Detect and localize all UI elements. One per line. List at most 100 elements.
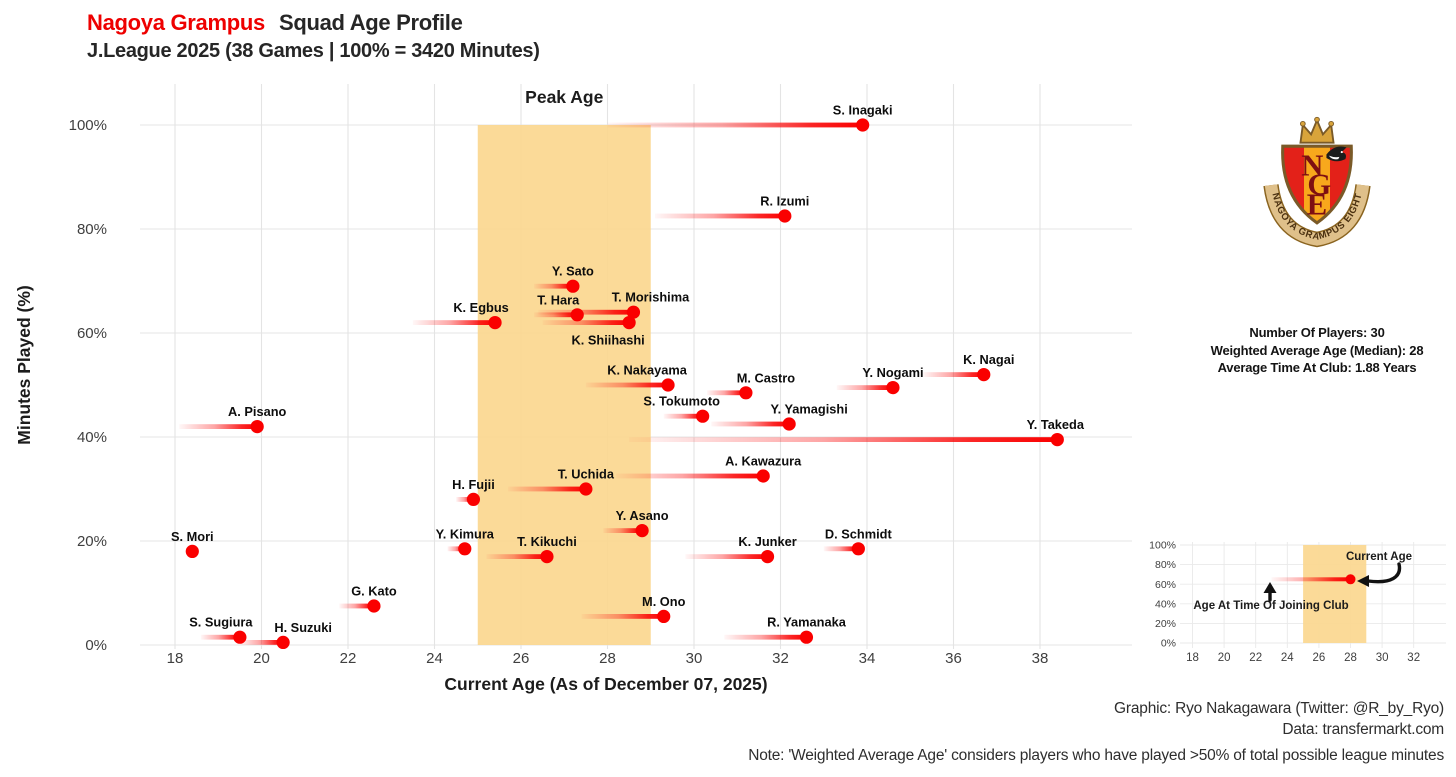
player-dot bbox=[233, 630, 247, 644]
inset-y-tick-label: 20% bbox=[1155, 618, 1176, 630]
player-label: A. Kawazura bbox=[725, 454, 802, 469]
player-trail bbox=[655, 213, 785, 219]
y-tick-label: 80% bbox=[77, 221, 107, 238]
inset-y-tick-label: 60% bbox=[1155, 579, 1176, 591]
player-dot bbox=[856, 118, 870, 132]
player-dot bbox=[367, 599, 381, 613]
player-label: T. Uchida bbox=[558, 467, 615, 482]
player-trail bbox=[447, 546, 465, 552]
caption-graphic-credit: Graphic: Ryo Nakagawara (Twitter: @R_by_… bbox=[1114, 700, 1444, 717]
inset-y-tick-label: 80% bbox=[1155, 559, 1176, 571]
player-label: D. Schmidt bbox=[825, 526, 893, 541]
squad-stats: Number Of Players: 30 Weighted Average A… bbox=[1150, 324, 1456, 377]
player-trail bbox=[239, 640, 284, 645]
player-dot bbox=[250, 420, 264, 434]
player-dot bbox=[276, 635, 290, 650]
player-trail bbox=[923, 372, 984, 377]
player-dot bbox=[760, 550, 775, 564]
player-label: T. Kikuchi bbox=[517, 534, 577, 549]
x-tick-label: 24 bbox=[426, 650, 443, 667]
player-trail bbox=[823, 546, 859, 552]
player-label: S. Sugiura bbox=[189, 615, 253, 630]
x-tick-label: 20 bbox=[253, 650, 270, 667]
player-trail bbox=[179, 424, 258, 429]
inset-x-tick-label: 18 bbox=[1186, 652, 1199, 664]
player-dot bbox=[488, 316, 502, 330]
player-dot bbox=[579, 482, 593, 496]
y-tick-label: 60% bbox=[77, 325, 107, 342]
player-trail bbox=[706, 390, 746, 396]
player-dot bbox=[886, 381, 900, 395]
player-trail bbox=[724, 634, 807, 640]
stat-number-of-players: Number Of Players: 30 bbox=[1249, 325, 1385, 340]
player-dot bbox=[458, 542, 472, 556]
player-trail bbox=[603, 528, 643, 533]
player-label: R. Yamanaka bbox=[767, 615, 847, 630]
player-trail bbox=[711, 421, 790, 427]
player-trail bbox=[581, 614, 664, 619]
x-tick-label: 38 bbox=[1032, 650, 1049, 667]
crown-icon bbox=[1299, 116, 1335, 144]
player-dot bbox=[739, 386, 753, 400]
stat-average-time-at-club: Average Time At Club: 1.88 Years bbox=[1217, 360, 1417, 375]
player-label: Y. Takeda bbox=[1027, 417, 1085, 432]
player-dot bbox=[696, 409, 710, 423]
club-monogram: N G E bbox=[1301, 149, 1331, 222]
player-label: T. Hara bbox=[537, 292, 580, 307]
player-label: K. Junker bbox=[738, 534, 796, 549]
club-crest-logo: N G E NAGOYA GRAMPUS EIGHT bbox=[1263, 116, 1371, 248]
player-dot bbox=[778, 209, 792, 223]
inset-example-trail bbox=[1271, 577, 1351, 582]
caption-note: Note: 'Weighted Average Age' considers p… bbox=[748, 747, 1444, 764]
y-tick-label: 40% bbox=[77, 429, 107, 446]
x-tick-label: 34 bbox=[859, 650, 876, 667]
player-trail bbox=[542, 320, 630, 325]
player-label: S. Mori bbox=[171, 529, 214, 544]
player-label: K. Egbus bbox=[453, 300, 508, 315]
inset-x-tick-label: 24 bbox=[1281, 652, 1294, 664]
player-trail bbox=[663, 413, 703, 419]
player-trail bbox=[456, 497, 474, 502]
x-tick-label: 36 bbox=[945, 650, 962, 667]
player-trail bbox=[412, 320, 496, 325]
inset-peak-age-band bbox=[1303, 545, 1367, 643]
player-trail bbox=[533, 312, 578, 318]
y-tick-label: 0% bbox=[85, 637, 107, 654]
player-label: Y. Nogami bbox=[862, 365, 923, 380]
player-label: T. Morishima bbox=[612, 290, 690, 305]
player-label: S. Inagaki bbox=[833, 103, 893, 118]
player-dot bbox=[570, 308, 584, 322]
player-dot bbox=[185, 544, 199, 559]
player-trail bbox=[486, 554, 547, 559]
player-label: K. Nagai bbox=[963, 352, 1014, 367]
title-block: Nagoya Grampus Squad Age Profile J.League… bbox=[87, 10, 540, 63]
inset-current-age-arrowhead bbox=[1357, 575, 1369, 587]
player-trail bbox=[339, 603, 374, 609]
inset-x-tick-label: 20 bbox=[1218, 652, 1231, 664]
caption-block: Graphic: Ryo Nakagawara (Twitter: @R_by_… bbox=[748, 698, 1444, 766]
peak-age-label: Peak Age bbox=[525, 87, 603, 107]
player-dot bbox=[851, 542, 865, 556]
player-label: K. Nakayama bbox=[607, 363, 688, 378]
x-axis-title: Current Age (As of December 07, 2025) bbox=[444, 674, 767, 694]
y-axis-title: Minutes Played (%) bbox=[14, 285, 34, 444]
inset-current-age-label: Current Age bbox=[1346, 551, 1412, 563]
x-tick-label: 30 bbox=[686, 650, 703, 667]
inset-x-tick-label: 30 bbox=[1376, 652, 1389, 664]
player-label: S. Tokumoto bbox=[643, 394, 720, 409]
player-dot bbox=[566, 279, 580, 293]
player-label: R. Izumi bbox=[760, 194, 809, 209]
y-tick-label: 20% bbox=[77, 533, 107, 550]
inset-y-tick-label: 40% bbox=[1155, 598, 1176, 610]
caption-data-source: Data: transfermarkt.com bbox=[1282, 721, 1444, 738]
inset-y-tick-label: 0% bbox=[1161, 638, 1176, 650]
player-trail bbox=[607, 122, 863, 128]
x-tick-label: 18 bbox=[167, 650, 184, 667]
player-trail bbox=[508, 486, 586, 492]
inset-y-tick-label: 100% bbox=[1149, 540, 1176, 552]
player-dot bbox=[977, 368, 991, 382]
player-trail bbox=[616, 473, 764, 479]
player-trail bbox=[629, 437, 1058, 442]
player-trail bbox=[585, 382, 669, 388]
